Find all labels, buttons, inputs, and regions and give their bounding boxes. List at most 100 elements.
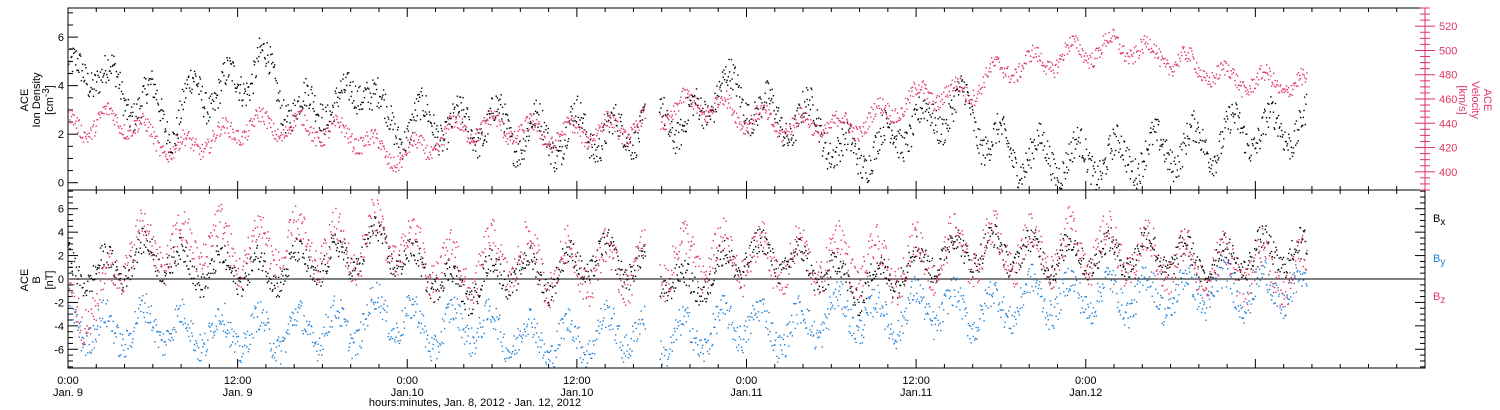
by-point — [362, 313, 364, 315]
velocity-point — [634, 130, 637, 132]
density-point — [639, 120, 642, 122]
by-point — [357, 330, 360, 332]
velocity-point — [181, 143, 183, 145]
density-point — [1249, 156, 1251, 158]
density-point — [518, 159, 520, 161]
density-point — [425, 95, 427, 97]
by-point — [439, 344, 442, 346]
velocity-point — [988, 71, 990, 73]
density-point — [435, 128, 438, 130]
velocity-point — [906, 108, 908, 110]
by-point — [412, 298, 414, 300]
density-point — [746, 118, 748, 120]
density-point — [841, 128, 843, 130]
by-point — [144, 302, 146, 304]
density-point — [1061, 184, 1063, 186]
density-point — [276, 82, 278, 84]
velocity-point — [182, 129, 184, 131]
density-point — [194, 73, 196, 75]
density-point — [971, 109, 974, 111]
density-point — [1164, 140, 1166, 143]
density-point — [773, 110, 775, 112]
by-point — [449, 299, 452, 301]
density-point — [917, 119, 919, 121]
velocity-point — [921, 86, 923, 88]
density-point — [888, 127, 890, 129]
density-point — [470, 129, 472, 131]
velocity-axis-tick-label: 420 — [1439, 143, 1457, 155]
velocity-point — [773, 125, 775, 128]
by-point — [227, 321, 230, 324]
density-point — [524, 150, 526, 152]
density-point — [309, 103, 312, 105]
velocity-point — [641, 108, 644, 111]
density-point — [197, 85, 199, 88]
density-point — [314, 95, 316, 97]
by-point — [504, 360, 507, 362]
density-point — [644, 103, 646, 105]
density-point — [1215, 171, 1217, 174]
density-point — [1253, 137, 1256, 139]
density-point — [159, 120, 161, 122]
density-point — [980, 139, 982, 141]
by-point — [106, 325, 108, 328]
by-point — [565, 313, 567, 315]
by-point — [456, 312, 458, 314]
density-point — [797, 107, 799, 109]
velocity-point — [1172, 65, 1175, 68]
by-point — [220, 321, 222, 323]
by-point — [85, 354, 87, 357]
density-point — [688, 104, 690, 106]
by-point — [661, 353, 663, 355]
density-point — [1135, 177, 1137, 180]
density-point — [507, 119, 509, 121]
velocity-point — [97, 113, 100, 115]
velocity-point — [340, 121, 342, 123]
velocity-point — [663, 123, 666, 125]
density-point — [720, 84, 722, 86]
by-point — [547, 358, 550, 360]
velocity-point — [502, 136, 505, 139]
velocity-point — [1211, 72, 1213, 74]
velocity-point — [250, 118, 252, 120]
velocity-point — [489, 124, 492, 126]
by-point — [123, 356, 126, 358]
by-point — [116, 325, 118, 328]
velocity-point — [1214, 82, 1216, 85]
velocity-point — [282, 129, 285, 131]
velocity-point — [525, 117, 527, 120]
velocity-point — [772, 124, 775, 126]
velocity-point — [359, 152, 361, 154]
velocity-point — [784, 133, 787, 135]
velocity-point — [314, 137, 316, 139]
velocity-point — [1237, 75, 1239, 77]
velocity-point — [161, 146, 163, 148]
by-point — [547, 351, 549, 353]
density-point — [1286, 143, 1289, 145]
density-point — [908, 124, 911, 126]
by-point — [419, 310, 421, 312]
by-point — [399, 339, 401, 342]
velocity-point — [567, 117, 570, 119]
velocity-point — [925, 84, 927, 86]
by-point — [179, 305, 182, 307]
density-point — [278, 100, 280, 102]
velocity-point — [517, 130, 519, 132]
density-point — [1013, 166, 1015, 169]
density-point — [566, 147, 568, 149]
density-point — [438, 154, 440, 156]
density-point — [935, 124, 937, 126]
by-point — [729, 307, 731, 310]
velocity-point — [675, 113, 677, 115]
by-point — [75, 321, 78, 323]
velocity-point — [781, 141, 783, 143]
by-point — [343, 318, 345, 320]
density-point — [258, 37, 261, 39]
velocity-point — [630, 126, 632, 129]
velocity-point — [804, 120, 806, 122]
velocity-point — [605, 124, 607, 126]
density-point — [750, 118, 752, 120]
velocity-point — [610, 123, 613, 126]
by-point — [602, 320, 604, 322]
density-point — [371, 109, 373, 111]
